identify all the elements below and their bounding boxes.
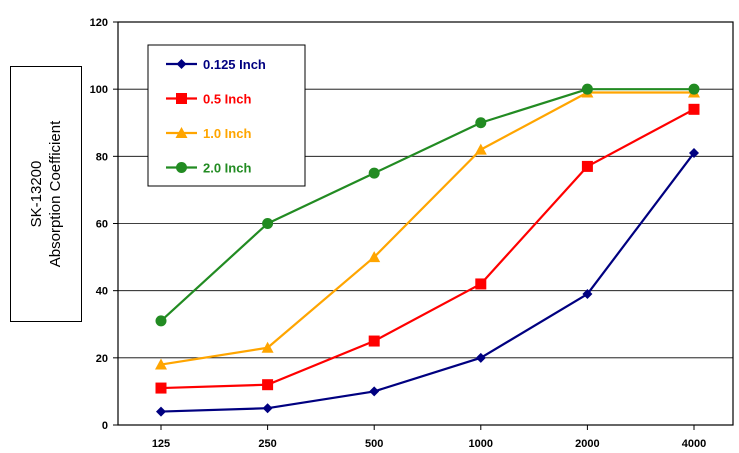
x-tick-label-500: 500 [365,438,383,450]
point-2-0-inch-4000 [688,83,700,95]
series-lines [160,88,695,413]
x-tick-label-1000: 1000 [469,438,493,450]
point-0-125-inch-500 [369,386,380,397]
x-tick-label-250: 250 [258,438,276,450]
legend-label-1-0-inch: 1.0 Inch [203,126,251,141]
point-2-0-inch-500 [368,167,380,179]
series-markers [155,83,700,417]
x-tick-label-2000: 2000 [575,438,599,450]
plot-border [117,21,734,426]
legend-box [147,44,306,187]
y-tick-label-120: 120 [90,17,108,29]
y-tick-labels: 0 20 40 60 80 100 120 [90,17,108,432]
axes [113,21,734,430]
legend-marker-2-0-inch [176,162,187,173]
legend-marker-0-5-inch [176,93,187,104]
point-0-125-inch-250 [262,403,273,414]
legend: 0.125 Inch 0.5 Inch 1.0 Inch 2.0 Inch [147,44,306,187]
point-1-0-inch-500 [368,251,381,263]
point-0-5-inch-250 [262,379,274,391]
point-1-0-inch-1000 [474,143,487,155]
legend-label-2-0-inch: 2.0 Inch [203,161,251,176]
y-tick-label-100: 100 [90,84,108,96]
y-tick-label-0: 0 [102,420,108,432]
series-line-2-0-inch [160,88,694,322]
series-line-0-125-inch [160,152,695,413]
point-0-125-inch-4000 [689,147,699,158]
point-1-0-inch-125 [155,358,167,370]
x-tick-label-125: 125 [152,438,170,450]
x-tick-label-4000: 4000 [682,438,706,450]
point-2-0-inch-250 [262,218,274,229]
x-tick-labels: 125 250 500 1000 2000 4000 [152,438,706,450]
point-0-5-inch-500 [368,335,380,347]
y-axis-label-box: SK-13200 Absorption Coefficient [10,66,82,322]
point-0-5-inch-1000 [475,278,487,290]
series-line-0-5-inch [160,108,695,390]
point-0-125-inch-2000 [582,289,593,300]
y-tick-label-60: 60 [96,219,108,231]
point-0-125-inch-1000 [475,352,486,363]
point-2-0-inch-2000 [581,83,593,95]
series-line-1-0-inch [160,91,694,366]
point-0-5-inch-2000 [581,160,593,172]
legend-label-0-5-inch: 0.5 Inch [203,92,251,107]
y-tick-label-80: 80 [96,151,108,163]
legend-marker-0-125-inch [176,59,187,69]
point-1-0-inch-250 [261,341,274,353]
y-tick-label-20: 20 [96,353,108,365]
legend-marker-1-0-inch [175,127,188,138]
point-0-5-inch-4000 [688,103,700,115]
point-2-0-inch-125 [155,315,167,327]
point-2-0-inch-1000 [475,117,487,129]
legend-label-0-125-inch: 0.125 Inch [203,57,266,72]
y-tick-label-40: 40 [96,286,108,298]
point-0-125-inch-125 [156,406,166,417]
point-0-5-inch-125 [155,382,167,394]
